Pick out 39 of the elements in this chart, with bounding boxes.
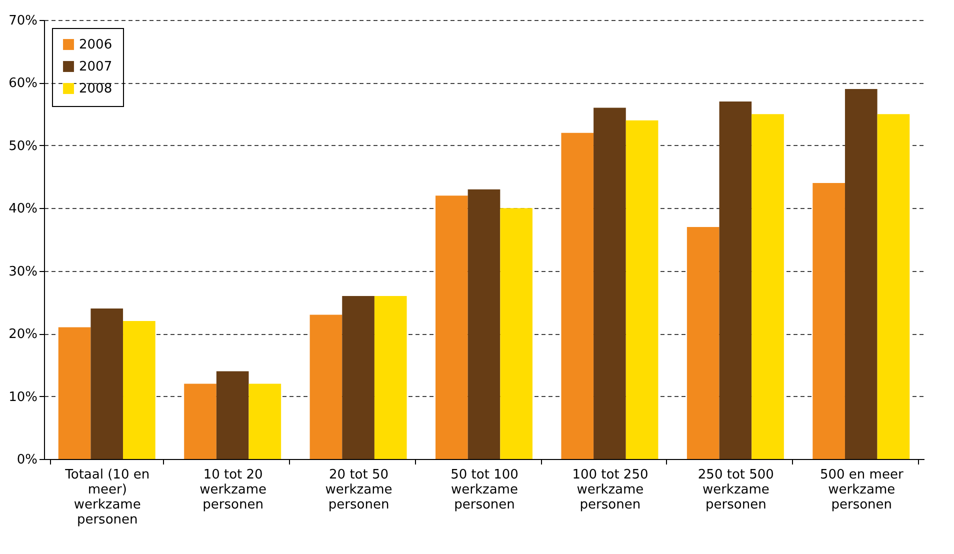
x-tick-label: 100 tot 250 werkzame personen [572,468,648,512]
bar [310,314,342,459]
x-tick-label: Totaal (10 en meer) werkzame personen [64,468,150,528]
x-tick-label: 250 tot 500 werkzame personen [698,468,774,512]
bar [216,371,249,459]
legend-label: 2006 [79,38,112,52]
x-tick-label: 20 tot 50 werkzame personen [325,468,392,512]
bar [877,114,910,459]
bar [184,384,216,459]
x-tick-label: 50 tot 100 werkzame personen [450,468,518,512]
y-tick-label: 30% [8,264,38,280]
y-tick-label: 40% [8,202,38,217]
legend-label: 2007 [79,60,112,74]
y-tick-label: 60% [8,76,38,92]
y-tick-label: 0% [16,452,38,468]
bar [436,196,468,459]
y-tick-label: 20% [8,327,38,342]
bar [719,102,752,459]
y-tick-label: 10% [8,390,38,405]
bar [468,189,500,459]
bar [844,88,878,459]
bar [594,108,626,459]
bar [752,114,784,459]
bar [374,296,407,459]
x-tick-label: 10 tot 20 werkzame personen [200,468,267,512]
bar [342,296,374,459]
legend-label: 2008 [79,82,112,96]
bar [123,321,156,459]
y-tick-label: 70% [8,14,38,28]
bar [561,132,594,459]
x-tick-label: 500 en meer werkzame personen [820,468,904,512]
bar [626,120,658,459]
bar [500,208,532,459]
bar [812,183,845,459]
bar [90,308,124,459]
bar [248,384,282,459]
y-tick-label: 50% [8,138,38,154]
bar [58,327,91,459]
bar [686,226,720,459]
